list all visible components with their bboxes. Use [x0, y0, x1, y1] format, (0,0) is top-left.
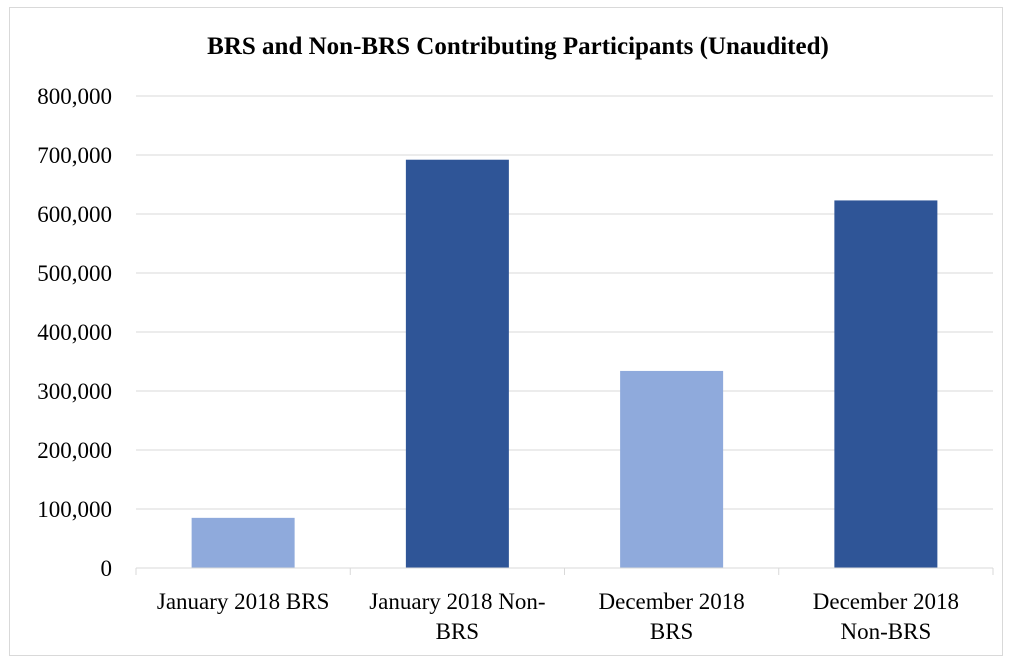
y-tick-label: 700,000	[37, 143, 112, 168]
y-tick-label: 0	[101, 556, 113, 581]
x-tick-label: January 2018 BRS	[157, 589, 330, 614]
x-tick-label: January 2018 Non- BRS	[369, 589, 545, 644]
y-tick-label: 800,000	[37, 84, 112, 109]
bar	[191, 517, 295, 568]
bar	[834, 200, 938, 568]
y-tick-label: 600,000	[37, 202, 112, 227]
y-tick-label: 100,000	[37, 497, 112, 522]
x-tick-label-line: BRS	[650, 619, 693, 644]
y-axis-ticks: 0 100,000 200,000 300,000 400,000 500,000 600,…	[37, 84, 112, 581]
bars	[191, 159, 938, 568]
x-tick-label-line: Non-BRS	[841, 619, 932, 644]
bar	[405, 159, 509, 568]
y-tick-label: 400,000	[37, 320, 112, 345]
bar	[620, 370, 724, 568]
x-tick-label-line: December 2018	[599, 589, 745, 614]
x-axis-labels: January 2018 BRS January 2018 Non-BRSDece…	[157, 589, 959, 644]
y-tick-label: 200,000	[37, 438, 112, 463]
x-tick-label-line: January 2018 BRS	[157, 589, 330, 614]
x-tick-label-line: December 2018	[813, 589, 959, 614]
chart-title: BRS and Non-BRS Contributing Participant…	[207, 33, 829, 60]
x-tick-label-line: January 2018 Non-	[369, 589, 545, 614]
x-tick-label: December 2018 BRS	[599, 589, 745, 644]
x-axis	[135, 567, 994, 575]
x-tick-label-line: BRS	[436, 619, 479, 644]
y-tick-label: 300,000	[37, 379, 112, 404]
y-tick-label: 500,000	[37, 261, 112, 286]
x-tick-label: December 2018 Non-BRS	[813, 589, 959, 644]
